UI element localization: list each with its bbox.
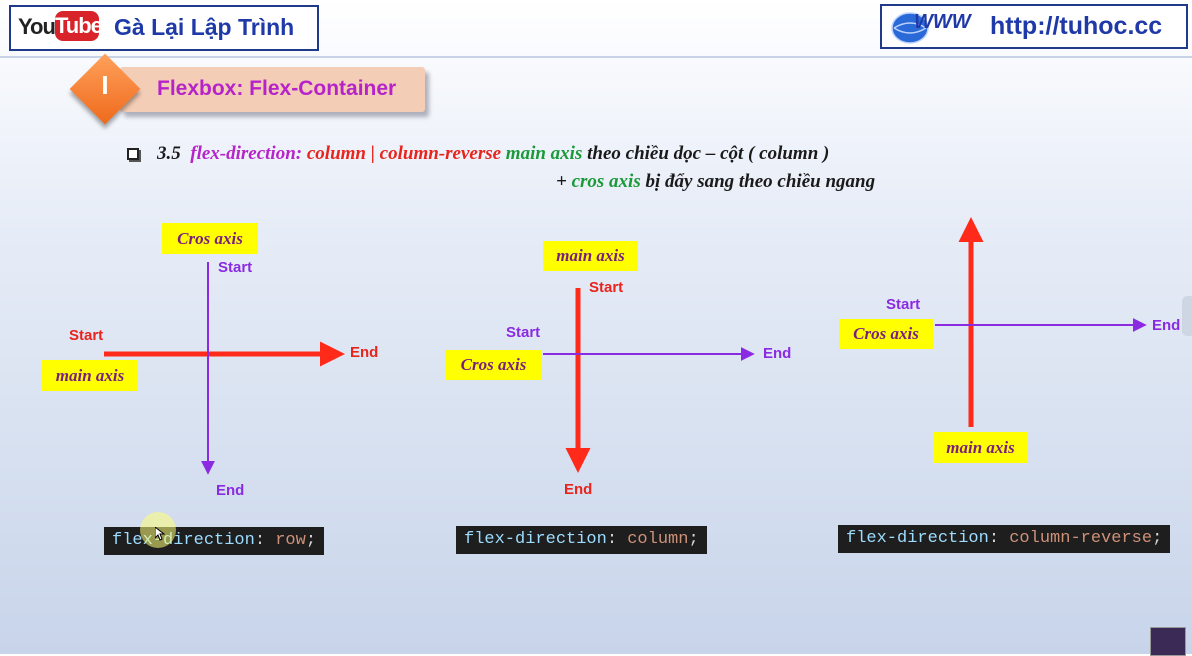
column-reverse-main-axis-label: main axis bbox=[933, 432, 1028, 463]
bullet-value: column | column-reverse bbox=[306, 143, 502, 164]
bullet-line-1: 3.5 flex-direction: column | column-reve… bbox=[157, 143, 829, 165]
column-reverse-cross-end: End bbox=[1152, 317, 1181, 334]
column-main-start: Start bbox=[589, 279, 624, 296]
bullet-line-2: + cros axis bị đẩy sang theo chiều ngang bbox=[556, 171, 875, 193]
section-header-bar bbox=[120, 67, 425, 112]
column-main-end: End bbox=[564, 481, 593, 498]
channel-title: Gà Lại Lập Trình bbox=[114, 14, 295, 40]
column-cross-end: End bbox=[763, 345, 792, 362]
code-column: flex-direction: column; bbox=[456, 526, 707, 554]
www-logo-text: WWW bbox=[914, 11, 973, 33]
column-reverse-cross-start: Start bbox=[886, 296, 921, 313]
bullet-line2-rest: bị đẩy sang theo chiều ngang bbox=[645, 171, 876, 192]
section-number: I bbox=[101, 70, 109, 100]
bullet-number: 3.5 bbox=[157, 143, 181, 164]
site-url[interactable]: http://tuhoc.cc bbox=[990, 12, 1163, 40]
checkbox-bullet-icon bbox=[127, 148, 139, 160]
code-column-reverse: flex-direction: column-reverse; bbox=[838, 525, 1171, 553]
youtube-logo-tube: Tube bbox=[55, 11, 103, 41]
side-panel-handle[interactable] bbox=[1182, 296, 1192, 336]
row-main-start: Start bbox=[69, 327, 104, 344]
row-cross-axis-label: Cros axis bbox=[162, 223, 258, 254]
bullet-cross-axis: cros axis bbox=[571, 171, 641, 192]
channel-avatar[interactable] bbox=[1150, 627, 1186, 656]
column-cross-axis-label: Cros axis bbox=[445, 350, 542, 380]
www-globe-icon: WWW bbox=[891, 11, 973, 44]
column-reverse-cross-axis-label: Cros axis bbox=[839, 319, 933, 349]
row-cross-start: Start bbox=[218, 259, 253, 276]
section-title: Flexbox: Flex-Container bbox=[157, 77, 397, 100]
column-main-axis-label: main axis bbox=[543, 241, 638, 271]
column-cross-start: Start bbox=[506, 324, 541, 341]
youtube-logo-you: You bbox=[18, 14, 56, 39]
code-row: flex-direction: row; bbox=[104, 527, 325, 555]
row-main-end: End bbox=[350, 344, 379, 361]
mouse-pointer-icon bbox=[155, 527, 165, 541]
bullet-plus: + bbox=[556, 171, 567, 192]
row-main-axis-label: main axis bbox=[42, 360, 138, 391]
bullet-main-axis: main axis bbox=[505, 143, 583, 164]
row-cross-end: End bbox=[216, 482, 245, 499]
bullet-line1-rest: theo chiều dọc – cột ( column ) bbox=[587, 143, 830, 164]
bullet-prop: flex-direction: bbox=[190, 143, 303, 164]
header-divider bbox=[0, 56, 1192, 58]
site-banner bbox=[880, 4, 1188, 49]
